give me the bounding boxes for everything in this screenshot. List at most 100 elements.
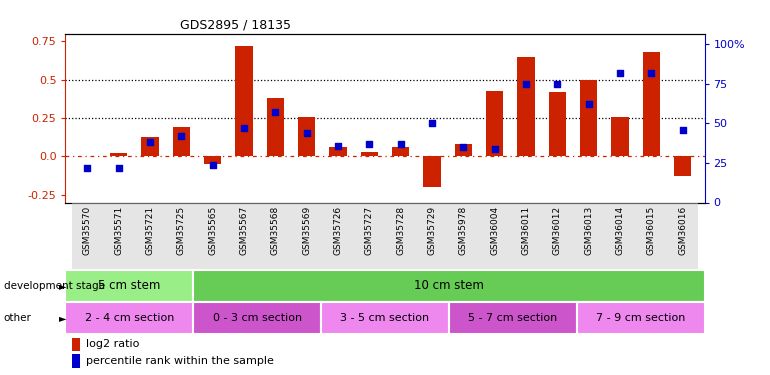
Point (206, 162, 219, 168)
Bar (72, 202, 103, 270)
Bar (298, 117, 315, 156)
Point (677, 127, 689, 133)
Point (645, 70, 658, 76)
Point (614, 70, 626, 76)
Bar (172, 128, 190, 156)
Bar (517, 57, 534, 156)
Point (363, 141, 376, 147)
Bar (486, 90, 504, 156)
Bar (321, 302, 449, 334)
Text: GSM35726: GSM35726 (333, 206, 343, 255)
Text: GSM35571: GSM35571 (114, 206, 123, 255)
Bar (353, 202, 385, 270)
Text: GSM35568: GSM35568 (271, 206, 280, 255)
Bar (142, 136, 159, 156)
Point (582, 101, 594, 107)
Text: GSM35729: GSM35729 (427, 206, 437, 255)
Bar (193, 302, 321, 334)
Bar (604, 202, 635, 270)
Bar (541, 202, 573, 270)
Text: GSM35728: GSM35728 (396, 206, 405, 255)
Bar (674, 156, 691, 176)
Point (488, 146, 500, 152)
Text: percentile rank within the sample: percentile rank within the sample (86, 356, 274, 366)
Text: 10 cm stem: 10 cm stem (414, 279, 484, 292)
Text: 5 - 7 cm section: 5 - 7 cm section (468, 313, 557, 323)
Bar (424, 156, 440, 187)
Text: 2 - 4 cm section: 2 - 4 cm section (85, 313, 174, 323)
Bar (611, 117, 628, 156)
Bar (259, 202, 291, 270)
Bar (417, 202, 447, 270)
Bar (385, 202, 417, 270)
Bar (392, 147, 410, 156)
Bar (360, 152, 378, 156)
Point (520, 81, 532, 87)
Text: GSM36011: GSM36011 (521, 206, 531, 255)
Bar (65, 302, 193, 334)
Bar (511, 202, 541, 270)
Bar (72, 354, 79, 368)
Point (457, 144, 470, 150)
Text: GSM36014: GSM36014 (615, 206, 624, 255)
Text: GSM35570: GSM35570 (83, 206, 92, 255)
Point (176, 133, 188, 139)
Point (332, 142, 344, 148)
Text: GSM36015: GSM36015 (647, 206, 656, 255)
Text: 3 - 5 cm section: 3 - 5 cm section (340, 313, 430, 323)
Text: log2 ratio: log2 ratio (86, 339, 139, 349)
Text: GSM35727: GSM35727 (365, 206, 374, 255)
Bar (166, 202, 197, 270)
Bar (573, 202, 604, 270)
Bar (635, 202, 667, 270)
Point (551, 81, 564, 87)
Text: development stage: development stage (4, 281, 105, 291)
Bar (236, 46, 253, 156)
Text: GSM35721: GSM35721 (146, 206, 155, 255)
Point (300, 130, 313, 136)
Text: GSM36004: GSM36004 (490, 206, 499, 255)
Text: GSM36012: GSM36012 (553, 206, 562, 255)
Bar (193, 270, 705, 302)
Text: GSM35978: GSM35978 (459, 206, 468, 255)
Bar (667, 202, 698, 270)
Point (426, 120, 438, 126)
Text: GSM35725: GSM35725 (177, 206, 186, 255)
Bar (449, 302, 577, 334)
Point (112, 165, 125, 171)
Bar (266, 98, 284, 156)
Bar (229, 202, 259, 270)
Bar (204, 156, 221, 164)
Text: GSM36013: GSM36013 (584, 206, 593, 255)
Point (394, 141, 407, 147)
Bar (197, 202, 229, 270)
Bar (549, 92, 566, 156)
Text: GSM35567: GSM35567 (239, 206, 249, 255)
Bar (135, 202, 166, 270)
Text: 7 - 9 cm section: 7 - 9 cm section (596, 313, 685, 323)
Point (144, 140, 156, 146)
Point (270, 110, 282, 116)
Bar (577, 302, 705, 334)
Point (81, 165, 93, 171)
Bar (330, 147, 346, 156)
Point (238, 125, 250, 131)
Text: GSM35569: GSM35569 (302, 206, 311, 255)
Text: ►: ► (59, 281, 66, 291)
Bar (72, 338, 79, 351)
Text: ►: ► (59, 313, 66, 323)
Bar (65, 270, 193, 302)
Bar (103, 202, 135, 270)
Text: GDS2895 / 18135: GDS2895 / 18135 (180, 18, 292, 31)
Bar (110, 153, 127, 156)
Bar (643, 52, 660, 156)
Bar (455, 144, 472, 156)
Bar (479, 202, 511, 270)
Text: GSM36016: GSM36016 (678, 206, 687, 255)
Bar (447, 202, 479, 270)
Text: GSM35565: GSM35565 (208, 206, 217, 255)
Bar (291, 202, 323, 270)
Text: 0 - 3 cm section: 0 - 3 cm section (213, 313, 302, 323)
Bar (580, 80, 598, 156)
Bar (323, 202, 353, 270)
